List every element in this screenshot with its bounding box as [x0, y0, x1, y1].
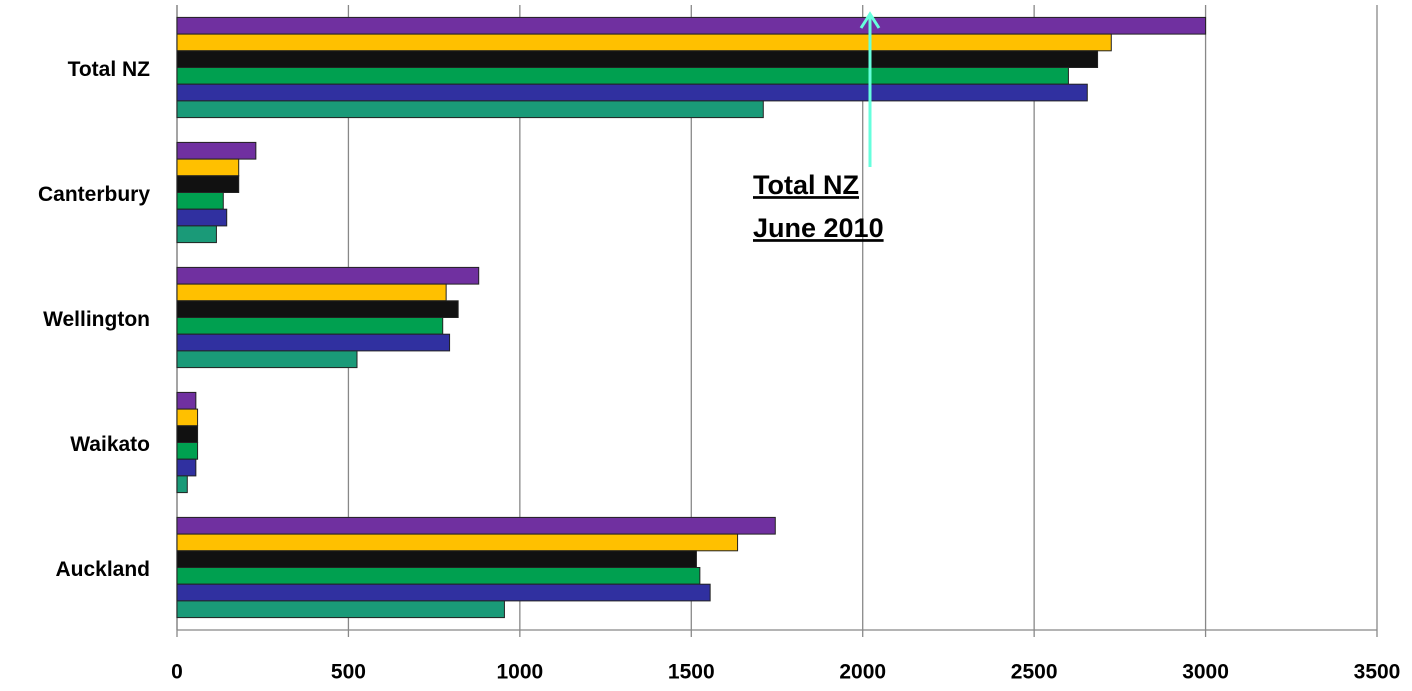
bar [176, 33, 1112, 52]
bar [176, 208, 228, 227]
bar [176, 458, 197, 477]
bar [176, 317, 444, 335]
bar [176, 300, 459, 318]
bar [176, 550, 697, 568]
bar [176, 600, 505, 619]
annotation: June 2010 [753, 213, 884, 243]
y-tick-label: Auckland [55, 558, 150, 581]
bar [176, 266, 480, 285]
y-tick-label: Total NZ [68, 58, 151, 81]
bar [176, 50, 1099, 68]
bar [176, 16, 1207, 35]
bar [176, 567, 701, 585]
bar [176, 475, 188, 494]
x-tick-label: 3000 [1182, 661, 1229, 684]
x-tick-label: 500 [331, 661, 366, 684]
y-tick-label: Waikato [70, 433, 150, 456]
bar [176, 391, 197, 410]
y-tick-label: Canterbury [38, 183, 150, 206]
bar [176, 100, 764, 119]
bar [176, 583, 711, 602]
bar [176, 141, 257, 160]
annotation: Total NZ [753, 170, 859, 200]
bar [176, 408, 199, 427]
bar [176, 442, 199, 460]
bar [176, 175, 240, 194]
x-tick-label: 1000 [496, 661, 543, 684]
bar [176, 516, 776, 535]
y-tick-label: Wellington [43, 308, 150, 331]
bar [176, 67, 1069, 85]
x-tick-label: 1500 [668, 661, 715, 684]
x-tick-label: 3500 [1354, 661, 1401, 684]
bar [176, 333, 451, 352]
bar [176, 283, 447, 302]
bar [176, 425, 199, 443]
bar [176, 83, 1088, 102]
bar [176, 533, 739, 552]
bar [176, 350, 358, 369]
x-tick-label: 0 [171, 661, 183, 684]
bar [176, 192, 224, 210]
bar [176, 225, 217, 244]
bar [176, 158, 240, 177]
x-tick-label: 2500 [1011, 661, 1058, 684]
annotation-arrowhead [859, 11, 881, 29]
x-tick-label: 2000 [839, 661, 886, 684]
